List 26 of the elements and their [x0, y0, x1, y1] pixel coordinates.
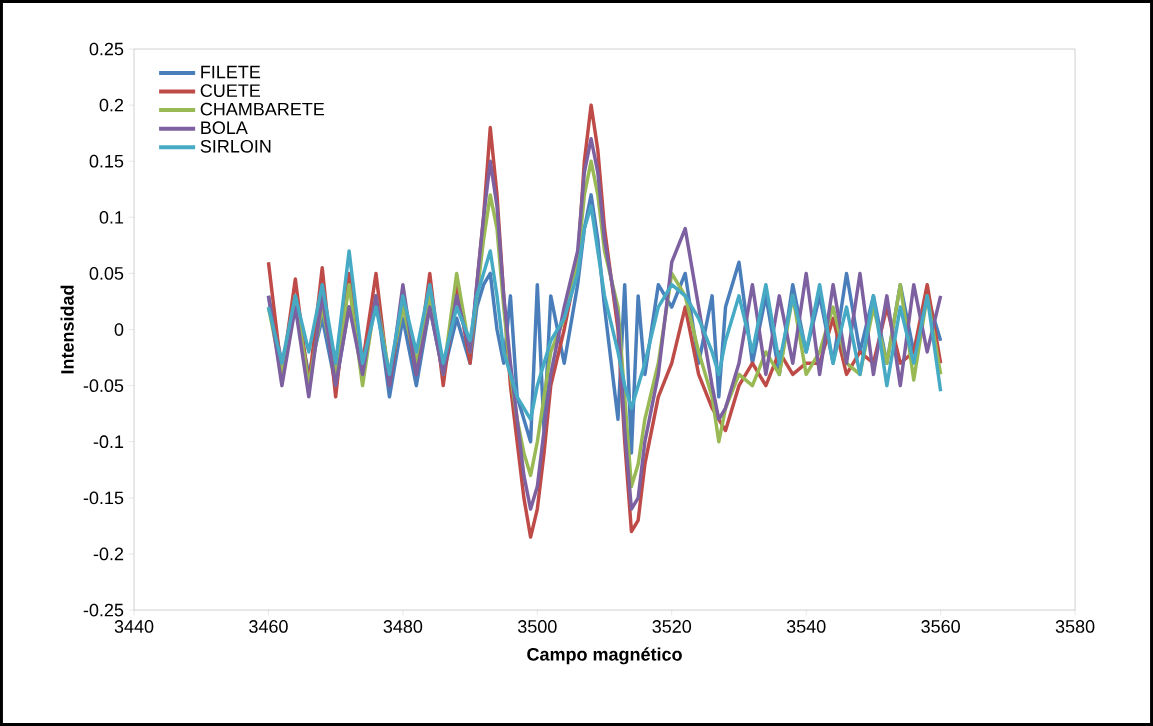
y-tick-label: 0.15	[89, 154, 124, 168]
x-tick-label: 3460	[249, 620, 288, 633]
y-tick-label: -0.25	[83, 603, 124, 617]
y-tick-label: -0.2	[93, 547, 124, 561]
y-tick-label: 0.1	[99, 210, 124, 224]
y-tick-label: -0.1	[93, 435, 124, 449]
y-tick-label: 0.25	[89, 42, 124, 56]
x-tick-label: 3540	[786, 620, 826, 633]
x-tick-label: 3480	[383, 620, 423, 633]
y-tick-label: -0.05	[83, 379, 124, 392]
legend-label: CHAMBARETE	[200, 102, 325, 116]
legend-label: SIRLOIN	[200, 139, 271, 153]
x-tick-label: 3580	[1055, 620, 1095, 633]
legend-label: BOLA	[201, 121, 248, 135]
x-tick-label: 3560	[921, 620, 960, 633]
y-axis-title: Intensidad	[60, 285, 74, 374]
legend-label: FILETE	[201, 65, 261, 79]
x-axis-title: Campo magnético	[527, 647, 682, 665]
x-tick-label: 3520	[652, 620, 692, 633]
legend-label: CUETE	[200, 84, 261, 97]
y-tick-label: 0.2	[99, 98, 124, 112]
y-tick-label: 0.05	[89, 267, 124, 280]
y-tick-label: -0.15	[83, 491, 124, 505]
y-tick-label: 0	[114, 323, 124, 336]
x-tick-label: 3440	[114, 620, 154, 633]
x-tick-label: 3500	[517, 620, 557, 633]
